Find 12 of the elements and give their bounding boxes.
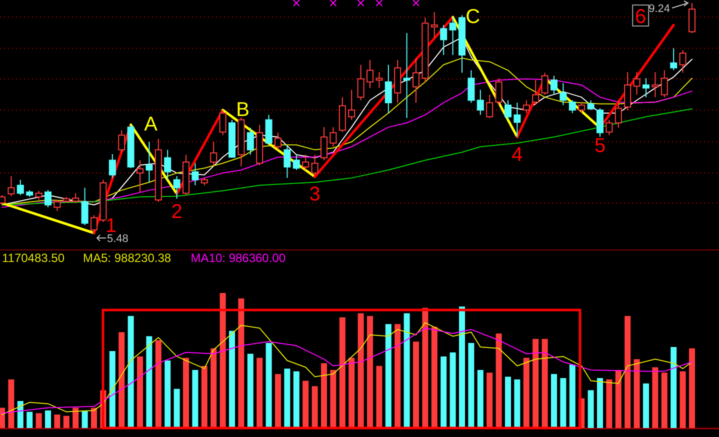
series-label: 5 — [594, 134, 606, 157]
text: 1170483.50 — [2, 251, 65, 265]
series-label: C — [466, 6, 480, 28]
series-label: A — [144, 114, 158, 136]
series-label: 3 — [309, 184, 320, 206]
annotation: 9.24 — [648, 3, 670, 15]
annotation: 6 — [635, 6, 646, 28]
text: MA10: 986360.00 — [190, 251, 286, 265]
series-label: 2 — [171, 200, 182, 223]
series-label: 4 — [512, 144, 523, 166]
text: MA5: 988230.38 — [83, 251, 172, 265]
series-label: B — [236, 99, 250, 122]
